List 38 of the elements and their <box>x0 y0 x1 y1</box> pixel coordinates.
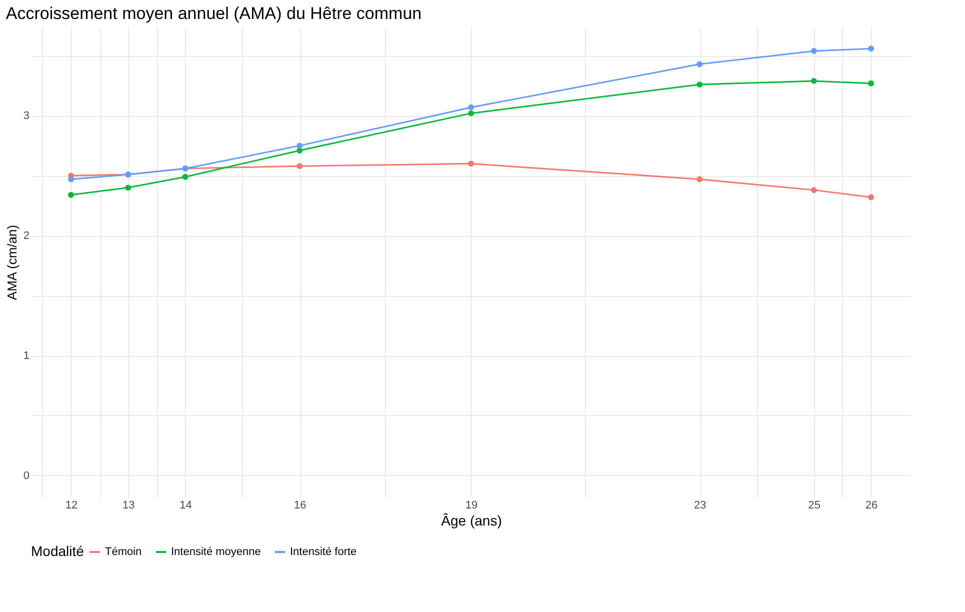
point <box>296 163 303 170</box>
point <box>468 104 474 110</box>
point <box>296 148 303 154</box>
x-tick-label: 25 <box>808 500 820 512</box>
chart-title: Accroissement moyen annuel (AMA) du Hêtre commun <box>6 4 422 23</box>
x-tick-label: 23 <box>694 500 706 512</box>
point <box>468 160 474 167</box>
x-tick-label: 26 <box>865 500 878 512</box>
legend-label: Intensité moyenne <box>171 546 261 558</box>
point <box>468 110 474 116</box>
point <box>810 48 817 54</box>
point <box>68 192 74 198</box>
y-tick-label: 3 <box>23 110 30 122</box>
x-tick-label: 13 <box>122 500 135 512</box>
point <box>810 78 817 84</box>
y-tick-label: 1 <box>23 350 30 362</box>
x-tick-label: 19 <box>465 500 478 512</box>
legend-label: Intensité forte <box>290 546 357 558</box>
point <box>696 176 703 182</box>
point <box>810 187 817 194</box>
point <box>696 61 703 68</box>
y-tick-label: 2 <box>23 230 30 242</box>
y-tick-label: 0 <box>23 470 30 482</box>
legend-title: Modalité <box>31 543 84 559</box>
x-tick-label: 16 <box>294 500 306 512</box>
x-tick-label: 12 <box>65 500 78 512</box>
point <box>125 184 132 191</box>
x-tick-label: 14 <box>180 500 192 512</box>
point <box>868 194 874 200</box>
point <box>68 176 74 182</box>
legend-label: Témoin <box>105 546 142 558</box>
point <box>296 142 303 149</box>
y-axis-title: AMA (cm/an) <box>4 224 20 300</box>
point <box>696 82 703 88</box>
point <box>868 46 874 52</box>
point <box>868 80 874 86</box>
point <box>182 174 188 180</box>
x-axis-title: Âge (ans) <box>441 512 502 528</box>
